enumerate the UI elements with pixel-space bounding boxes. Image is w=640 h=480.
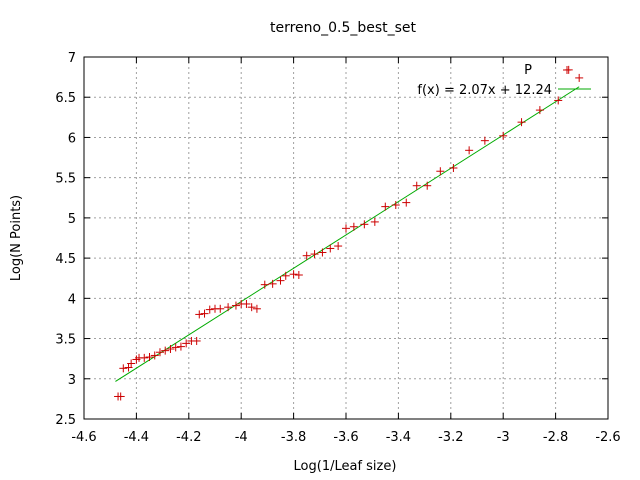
data-point [480, 136, 489, 145]
data-point [281, 271, 290, 280]
y-tick-label: 4 [68, 292, 76, 307]
data-point [127, 359, 136, 368]
data-point [310, 250, 319, 259]
data-point [242, 299, 251, 308]
x-tick-label: -3.6 [333, 430, 358, 445]
data-point [349, 222, 358, 231]
x-tick-label: -2.8 [543, 430, 568, 445]
data-point [370, 217, 379, 226]
data-point [575, 73, 584, 82]
legend-label-fit: f(x) = 2.07x + 12.24 [417, 83, 552, 98]
data-point [166, 345, 175, 354]
data-point [535, 106, 544, 115]
y-tick-label: 3.5 [55, 333, 76, 348]
data-point [554, 96, 563, 105]
y-tick-label: 4.5 [55, 252, 76, 267]
data-point [205, 305, 214, 314]
data-point [171, 343, 180, 352]
data-point [161, 346, 170, 355]
data-point [224, 303, 233, 312]
y-tick-label: 5.5 [55, 172, 76, 187]
y-tick-label: 6.5 [55, 91, 76, 106]
data-point [360, 220, 369, 229]
grid-lines [84, 57, 608, 419]
data-point [318, 248, 327, 257]
data-point [192, 336, 201, 345]
data-point [216, 304, 225, 313]
data-point [200, 309, 209, 318]
data-point [517, 118, 526, 127]
legend-plus-icon [563, 66, 571, 74]
data-point [402, 198, 411, 207]
data-point [302, 251, 311, 260]
legend: P f(x) = 2.07x + 12.24 [417, 63, 591, 98]
data-point [289, 270, 298, 279]
data-point [412, 181, 421, 190]
y-tick-label: 5 [68, 212, 76, 227]
y-axis-label: Log(N Points) [9, 195, 24, 281]
data-point [276, 276, 285, 285]
data-point [334, 242, 343, 251]
data-point [155, 348, 164, 357]
x-axis-label: Log(1/Leaf size) [294, 459, 397, 474]
data-point [150, 351, 159, 360]
data-point [436, 167, 445, 176]
x-tick-label: -4.6 [71, 430, 96, 445]
x-tick-label: -2.6 [595, 430, 620, 445]
x-tick-label: -3 [497, 430, 510, 445]
data-point [381, 202, 390, 211]
legend-label-points: P [524, 63, 532, 78]
data-point [176, 342, 185, 351]
x-tick-label: -4.4 [124, 430, 149, 445]
y-tick-label: 3 [68, 373, 76, 388]
data-point [124, 363, 133, 372]
data-point [140, 353, 149, 362]
y-tick-label: 7 [68, 51, 76, 66]
x-tick-label: -4.2 [176, 430, 201, 445]
y-axis-ticks: 2.5 3 3.5 4 4.5 5 5.5 6 6.5 7 [55, 51, 608, 428]
data-point [116, 392, 125, 401]
legend-marker-points [563, 66, 571, 74]
data-point [499, 131, 508, 140]
x-axis-ticks: -4.6 -4.4 -4.2 -4 -3.8 -3.6 -3.4 -3.2 -3 -2.8 -2.6 [71, 57, 621, 445]
data-points-group [114, 65, 584, 401]
x-tick-label: -3.2 [438, 430, 463, 445]
data-point [294, 271, 303, 280]
chart-title: terreno_0.5_best_set [270, 20, 417, 36]
data-point [391, 201, 400, 210]
data-point [145, 353, 154, 362]
x-tick-label: -3.8 [281, 430, 306, 445]
data-point [247, 303, 256, 312]
data-point [119, 364, 128, 373]
data-point [342, 224, 350, 233]
y-tick-label: 2.5 [55, 413, 76, 428]
data-point [268, 279, 277, 288]
data-point [465, 146, 474, 155]
data-point [449, 164, 458, 173]
data-point [182, 339, 191, 348]
data-point [260, 280, 269, 289]
data-point [231, 301, 240, 310]
x-tick-label: -4 [235, 430, 248, 445]
data-point [423, 181, 432, 190]
data-point [326, 244, 335, 253]
data-point [252, 304, 261, 313]
y-tick-label: 6 [68, 131, 76, 146]
x-tick-label: -3.4 [386, 430, 411, 445]
data-point [195, 310, 204, 319]
